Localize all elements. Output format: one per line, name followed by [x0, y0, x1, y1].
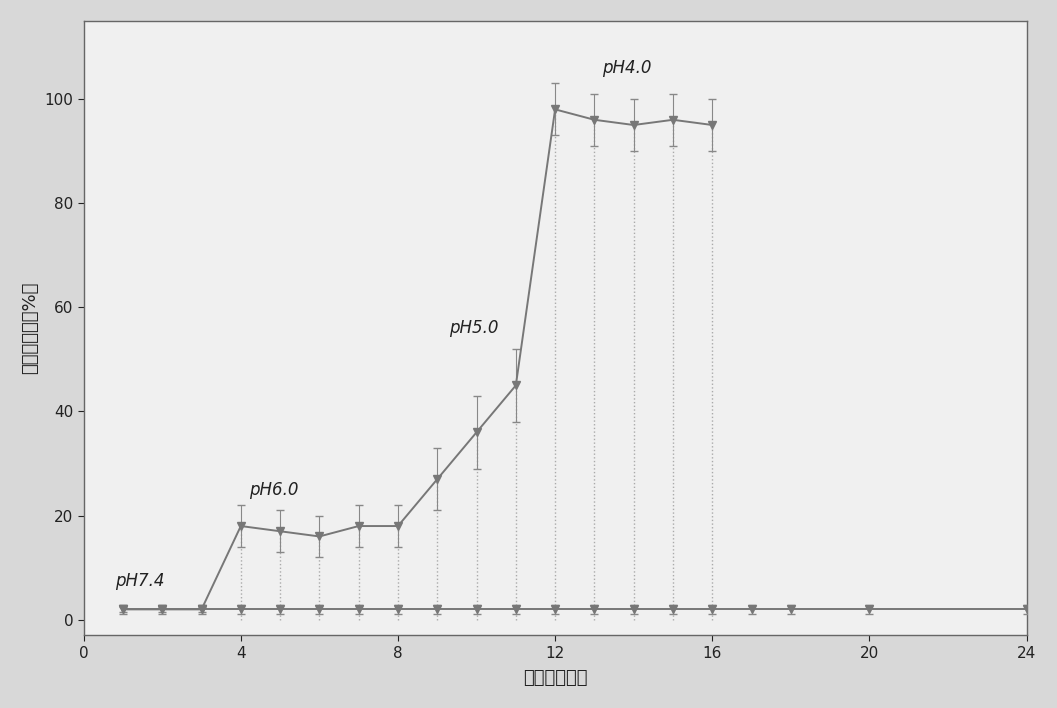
Text: pH6.0: pH6.0: [248, 481, 298, 499]
X-axis label: 时间（小时）: 时间（小时）: [523, 669, 588, 687]
Y-axis label: 累积释放率（%）: 累积释放率（%）: [21, 282, 39, 375]
Text: pH4.0: pH4.0: [602, 59, 652, 77]
Text: pH5.0: pH5.0: [449, 319, 499, 337]
Text: pH7.4: pH7.4: [115, 572, 165, 590]
